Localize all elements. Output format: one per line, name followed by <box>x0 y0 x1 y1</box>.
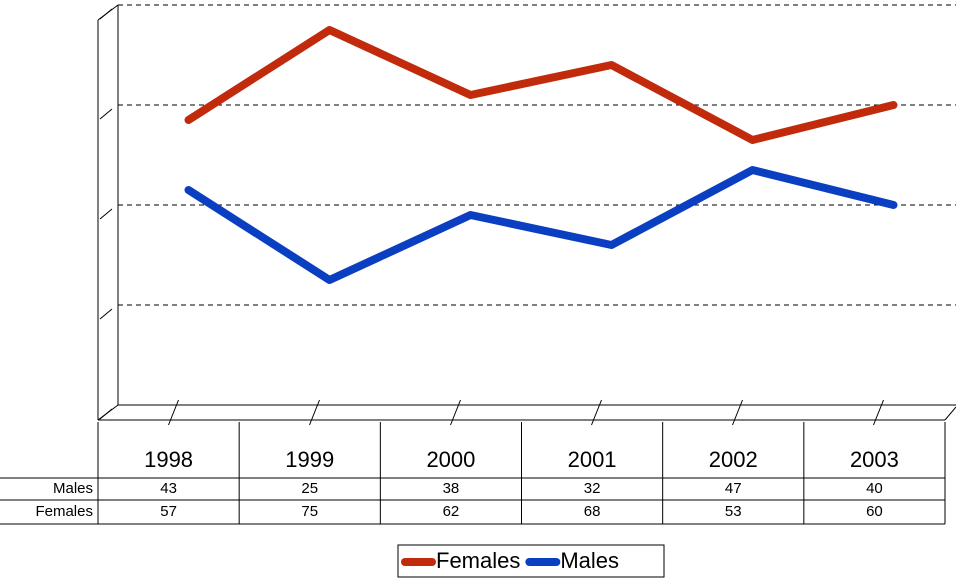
x-tick-label: 2001 <box>568 447 617 472</box>
x-tick-mark <box>450 399 461 426</box>
point <box>749 137 756 143</box>
floor-right-diag <box>944 406 956 421</box>
point <box>890 102 897 108</box>
x-tick-label: 2003 <box>850 447 899 472</box>
x-tick-label: 2002 <box>709 447 758 472</box>
table-cell: 60 <box>866 503 883 520</box>
y-tick-mark <box>99 108 113 120</box>
y-tick-mark <box>99 308 113 320</box>
table-cell: 32 <box>584 480 601 497</box>
y-tick-mark <box>99 208 113 220</box>
point <box>890 202 897 208</box>
x-tick-mark <box>873 399 884 426</box>
point <box>326 277 333 283</box>
table-cell: 53 <box>725 503 742 520</box>
row-label: Males <box>53 480 93 497</box>
x-tick-mark <box>732 399 743 426</box>
y-tick-mark <box>99 408 113 420</box>
point <box>185 117 192 123</box>
point <box>185 187 192 193</box>
point <box>608 242 615 248</box>
point <box>326 27 333 33</box>
point <box>608 62 615 68</box>
point <box>467 92 474 98</box>
x-tick-label: 1999 <box>285 447 334 472</box>
table-cell: 57 <box>160 503 177 520</box>
table-cell: 75 <box>301 503 318 520</box>
table-cell: 25 <box>301 480 318 497</box>
table-cell: 38 <box>443 480 460 497</box>
table-cell: 62 <box>443 503 460 520</box>
table-cell: 68 <box>584 503 601 520</box>
legend-label: Females <box>436 548 520 573</box>
x-tick-label: 1998 <box>144 447 193 472</box>
x-tick-label: 2000 <box>426 447 475 472</box>
x-tick-mark <box>591 399 602 426</box>
table-cell: 43 <box>160 480 177 497</box>
legend-box <box>397 544 665 578</box>
row-label: Females <box>35 503 93 520</box>
table-cell: 47 <box>725 480 742 497</box>
table-cell: 40 <box>866 480 883 497</box>
x-tick-mark <box>309 399 320 426</box>
point <box>749 167 756 173</box>
series-line <box>184 26 898 144</box>
y-tick-mark <box>99 8 113 20</box>
legend-label: Males <box>560 548 619 573</box>
point <box>467 212 474 218</box>
series-line <box>184 166 898 284</box>
x-tick-mark <box>168 399 179 426</box>
